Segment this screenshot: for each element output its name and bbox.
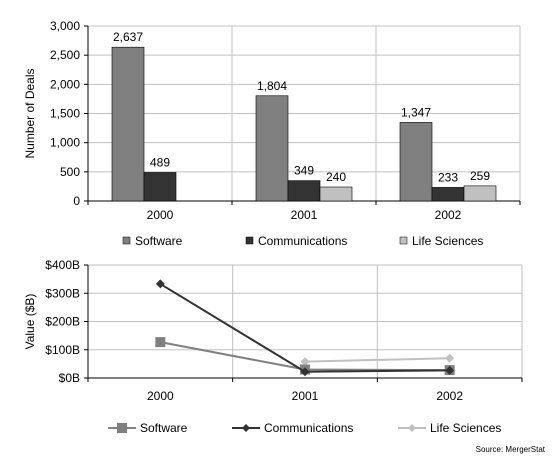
point-communications-2000	[155, 279, 165, 289]
line-legend-label-software: Software	[140, 421, 188, 435]
source-note: Source: MergerStat	[476, 445, 546, 454]
value-line-chart: $0B $100B $200B $300B $400B 2000 2001 2002 Value…	[23, 258, 523, 435]
bar-communications-2000	[143, 172, 177, 202]
bar-label-life-sciences-2001: 240	[326, 170, 346, 184]
legend-marker-software	[117, 423, 127, 433]
bar-communications-2002	[431, 187, 465, 202]
bar-life-sciences-2002	[463, 185, 497, 202]
deals-bar-chart: 0 500 1,000 1,500 2,000 2,500 3,000 Number of D…	[23, 19, 521, 248]
line-x-tick-label-2001: 2001	[292, 389, 319, 403]
bar-software-2001	[255, 95, 289, 202]
bar-y-tick-label: 0	[73, 194, 80, 208]
point-life-sciences-2001	[300, 357, 310, 367]
bar-label-software-2001: 1,804	[257, 79, 287, 93]
bar-software-2000	[111, 46, 145, 202]
legend-marker-life-sciences	[408, 424, 416, 432]
point-software-2000	[155, 337, 166, 348]
line-x-tick-label-2000: 2000	[147, 389, 174, 403]
bar-y-tick-label: 3,000	[50, 19, 80, 33]
point-communications-2001	[300, 367, 310, 377]
line-y-axis-label: Value ($B)	[23, 294, 37, 350]
line-y-tick-label: $200B	[45, 315, 80, 329]
legend-swatch-software	[122, 236, 131, 245]
legend-swatch-communications	[245, 236, 254, 245]
bar-software-2002	[399, 122, 433, 202]
legend-label-communications: Communications	[258, 234, 347, 248]
line-y-tick-label: $400B	[45, 258, 80, 272]
legend-swatch-life-sciences	[399, 236, 408, 245]
line-legend-label-communications: Communications	[264, 421, 353, 435]
line-y-tick-label: $100B	[45, 343, 80, 357]
bar-y-tick-label: 1,000	[50, 136, 80, 150]
legend-label-life-sciences: Life Sciences	[412, 234, 483, 248]
line-y-tick-label: $300B	[45, 286, 80, 300]
bar-y-tick-label: 2,500	[50, 48, 80, 62]
bar-life-sciences-2001	[319, 186, 353, 202]
bar-y-tick-label: 500	[60, 165, 80, 179]
series-line-life-sciences	[304, 357, 450, 363]
bar-y-tick-label: 1,500	[50, 107, 80, 121]
point-communications-2002	[445, 365, 455, 375]
bar-label-communications-2001: 349	[294, 164, 314, 178]
bar-label-communications-2000: 489	[150, 155, 170, 169]
line-legend-label-life-sciences: Life Sciences	[430, 421, 501, 435]
legend-marker-communications	[242, 424, 250, 432]
bar-label-software-2000: 2,637	[113, 30, 143, 44]
line-y-tick-label: $0B	[59, 371, 80, 385]
bar-y-axis-label: Number of Deals	[23, 68, 37, 158]
bar-label-communications-2002: 233	[438, 170, 458, 184]
bar-communications-2001	[287, 180, 321, 202]
bar-x-tick-label-2002: 2002	[435, 208, 462, 222]
bar-x-tick-label-2000: 2000	[147, 208, 174, 222]
bar-x-tick-label-2001: 2001	[291, 208, 318, 222]
bar-y-tick-label: 2,000	[50, 77, 80, 91]
bar-label-software-2002: 1,347	[401, 105, 431, 119]
point-life-sciences-2002	[445, 353, 455, 363]
legend-label-software: Software	[135, 234, 183, 248]
bar-label-life-sciences-2002: 259	[470, 169, 490, 183]
line-x-tick-label-2002: 2002	[436, 389, 463, 403]
